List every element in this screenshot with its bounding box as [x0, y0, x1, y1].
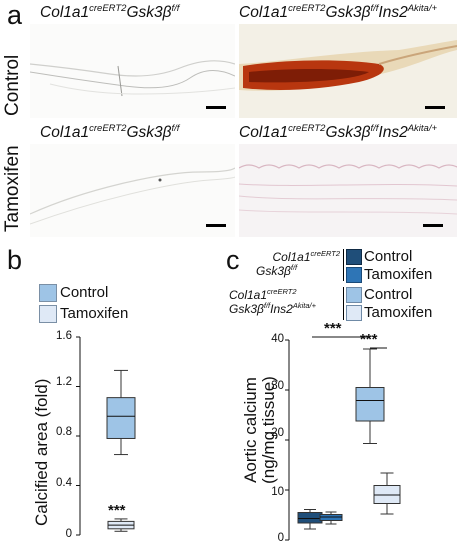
panel-b-ytick-0-8: 0.8	[56, 426, 72, 438]
panel-a-genotype-col2-row2: Col1a1creERT2Gsk3βf/fIns2Akita/+	[239, 123, 438, 142]
legend-swatch-g1-tamoxifen	[346, 267, 362, 283]
panel-c-ytick-40: 40	[271, 333, 284, 345]
legend-label-g1-tamoxifen: Tamoxifen	[364, 266, 433, 283]
panel-c-significance-1: ***	[324, 320, 342, 337]
panel-c-g2-control-box	[355, 387, 385, 422]
legend-label-tamoxifen: Tamoxifen	[60, 305, 129, 322]
panel-c-letter: c	[226, 245, 240, 275]
micrograph-tamoxifen-gsk3b	[29, 144, 237, 237]
micrograph-control-gsk3b	[29, 24, 236, 118]
panel-a-genotype-col1-row2: Col1a1creERT2Gsk3βf/f	[40, 123, 180, 142]
panel-b-ytick-1-6: 1.6	[56, 330, 72, 342]
panel-b-letter: b	[7, 245, 23, 275]
panel-c-group2-bracket	[343, 287, 344, 320]
panel-b-ytick-1-2: 1.2	[56, 376, 72, 388]
legend-label-g2-control: Control	[364, 286, 413, 303]
panel-c-ytick-30: 30	[271, 380, 284, 392]
panel-c-group2-genotype: Col1a1creERT2 Gsk3βf/fIns2Akita/+	[229, 287, 316, 316]
panel-c-significance-2: ***	[360, 331, 378, 348]
panel-b-ytick-0: 0	[65, 528, 72, 540]
panel-c-ytick-10: 10	[271, 486, 284, 498]
legend-label-control: Control	[60, 284, 109, 301]
micrograph-control-akita	[239, 24, 458, 118]
legend-swatch-g1-control	[346, 249, 362, 265]
panel-c-group1-bracket	[343, 249, 344, 281]
panel-a-letter: a	[7, 0, 23, 30]
panel-b-significance: ***	[108, 502, 126, 519]
legend-swatch-g2-tamoxifen	[346, 305, 362, 321]
micrograph-tamoxifen-akita	[238, 144, 460, 237]
legend-swatch-tamoxifen	[39, 305, 57, 323]
panel-c-g1-control-box	[297, 512, 323, 524]
panel-c-ytick-20: 20	[271, 427, 284, 439]
legend-swatch-control	[39, 284, 57, 302]
panel-a-genotype-col1-row1: Col1a1creERT2Gsk3βf/f	[40, 3, 180, 22]
panel-b-control-box	[106, 397, 136, 439]
panel-c-group1-genotype: Col1a1creERT2 Gsk3βf/f	[256, 249, 340, 278]
panel-c-ytick-0: 0	[277, 532, 284, 544]
panel-b-ytick-0-4: 0.4	[56, 477, 72, 489]
legend-label-g2-tamoxifen: Tamoxifen	[364, 304, 433, 321]
legend-swatch-g2-control	[346, 287, 362, 303]
panel-a-genotype-col2-row1: Col1a1creERT2Gsk3βf/fIns2Akita/+	[239, 3, 438, 22]
legend-label-g1-control: Control	[364, 248, 413, 265]
